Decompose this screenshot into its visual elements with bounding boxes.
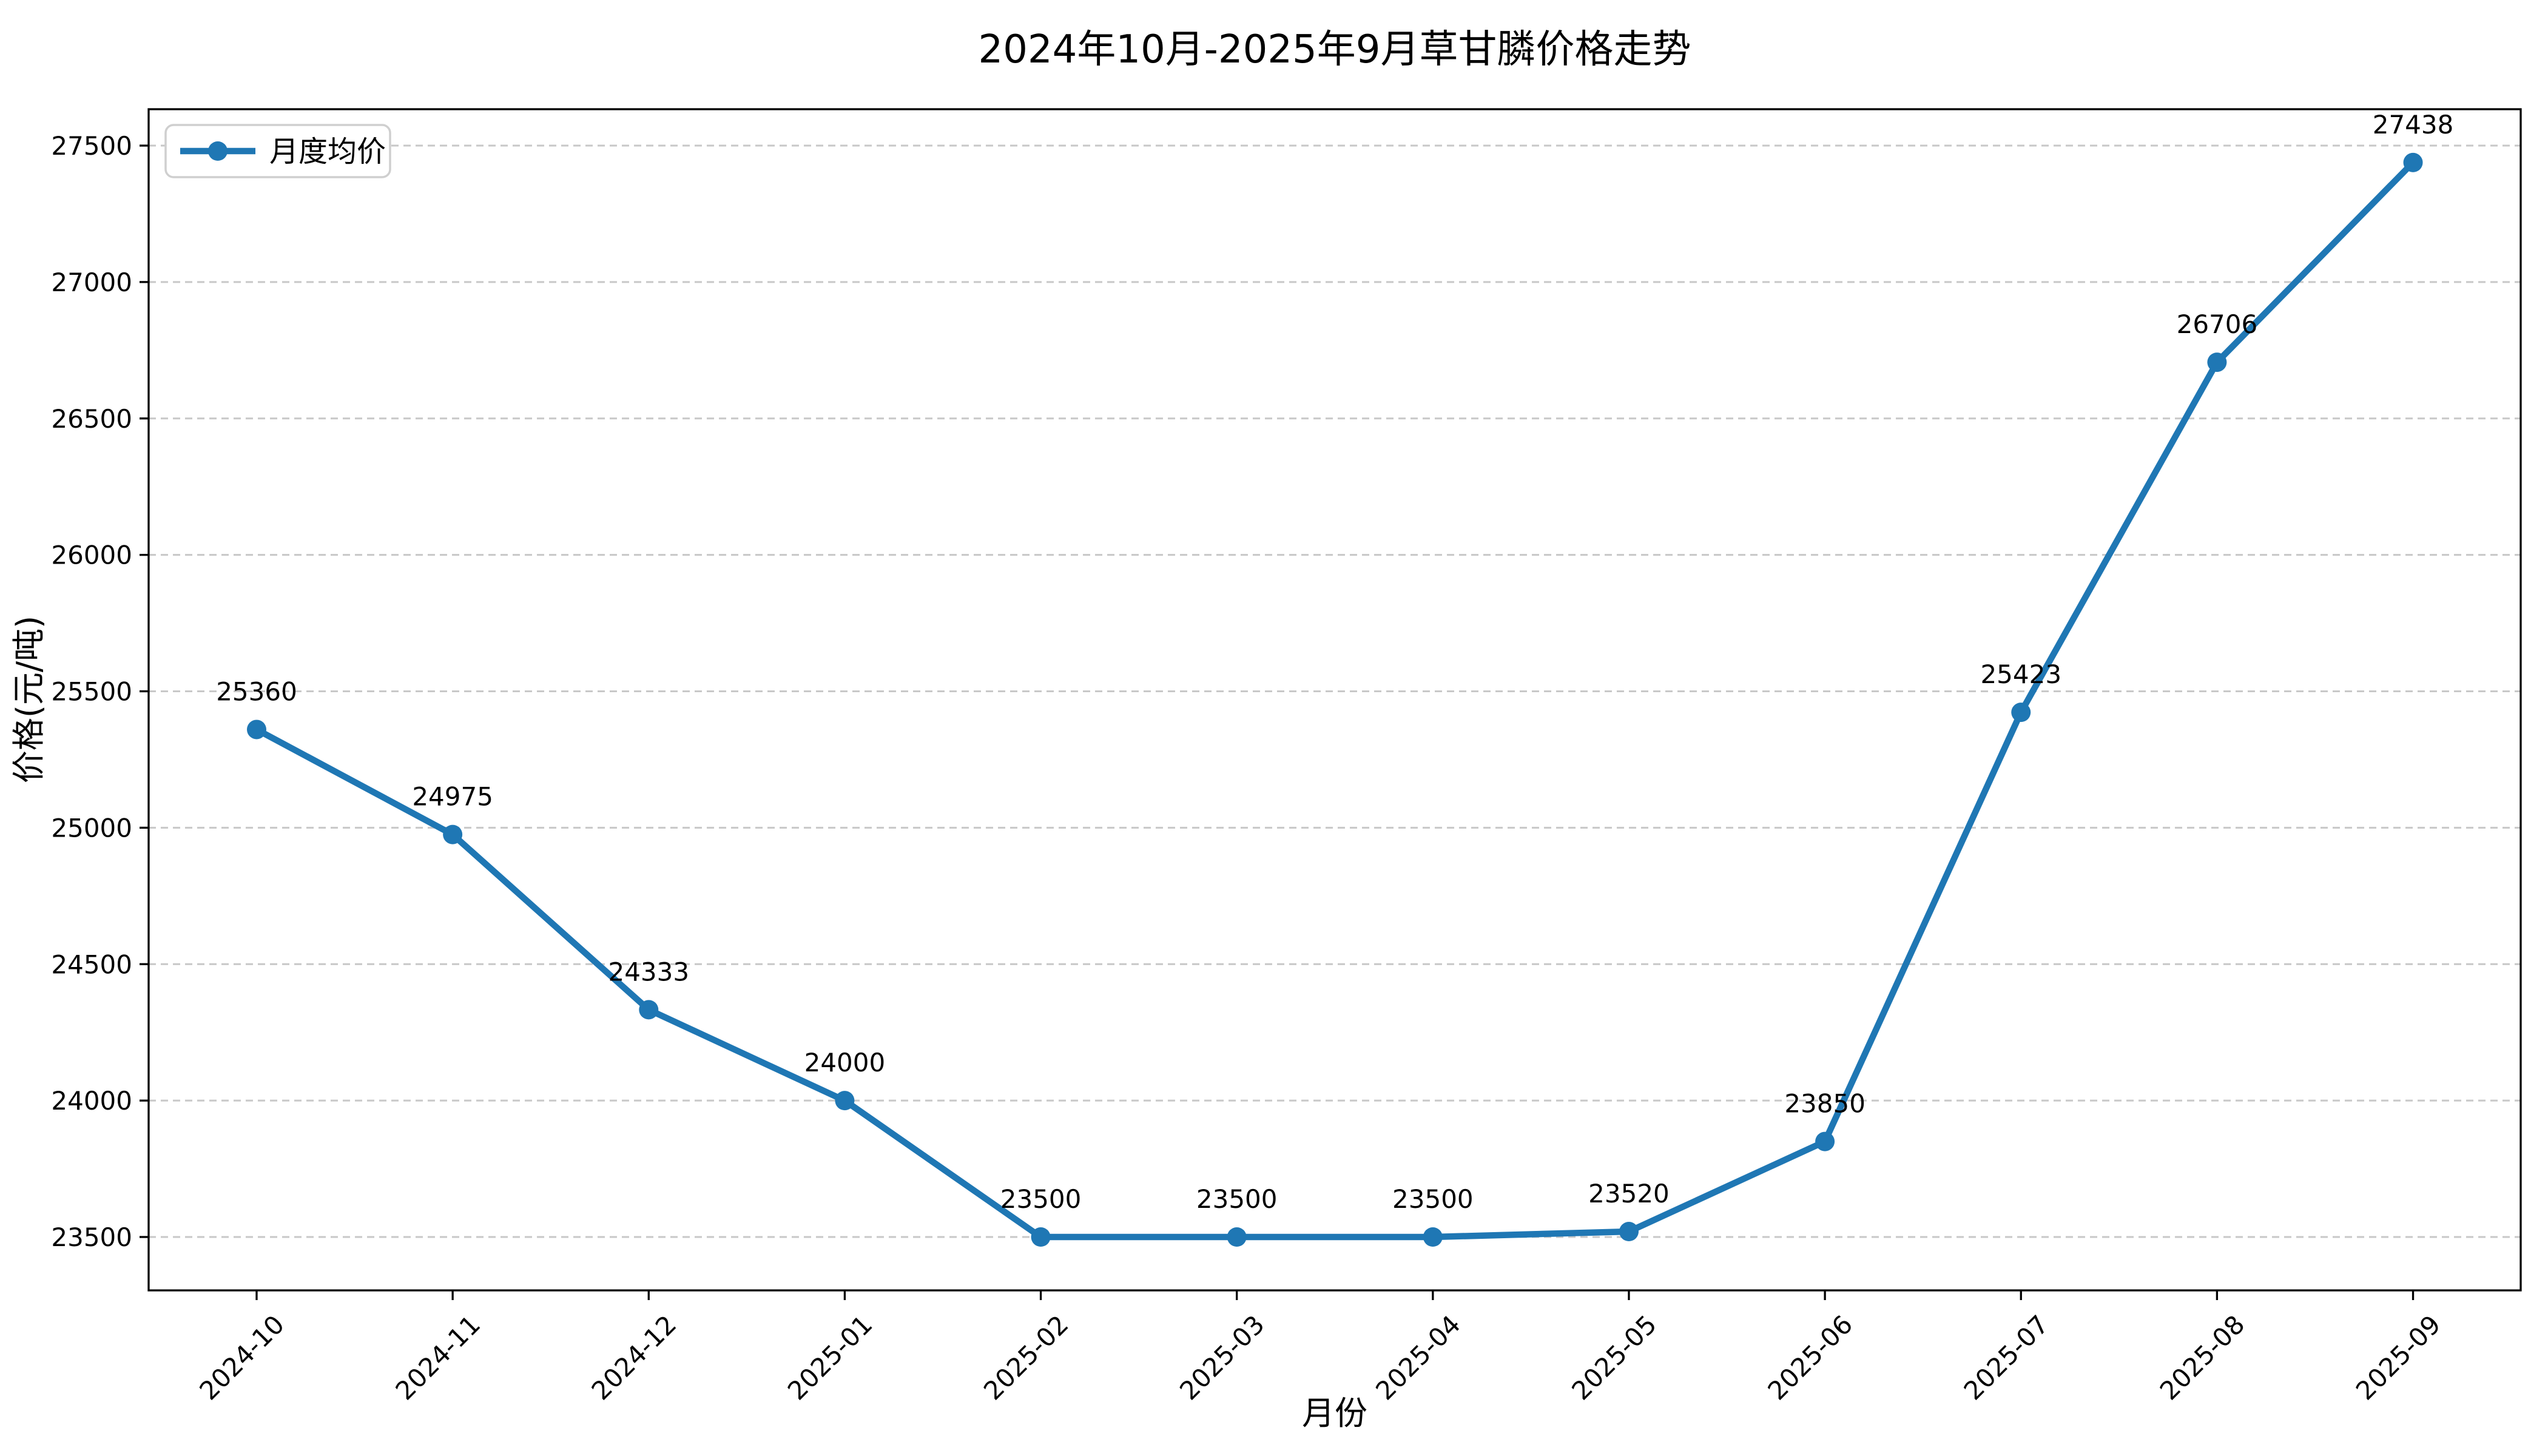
tick-layer: 23500 24000 24500 25000 25500 26000 26500 27000… — [51, 131, 2446, 1406]
y-tick-label: 25000 — [51, 813, 132, 843]
legend-marker-icon — [208, 141, 228, 161]
data-point-label: 25423 — [1980, 659, 2061, 689]
y-tick-label: 25500 — [51, 677, 132, 707]
plot-border — [147, 108, 2522, 1292]
data-point-marker — [2011, 703, 2031, 723]
data-point-label: 23500 — [1000, 1184, 1082, 1214]
x-tick-label: 2025-06 — [1762, 1309, 1858, 1406]
y-tick-label: 26000 — [51, 541, 132, 570]
data-point-label: 23850 — [1784, 1089, 1866, 1119]
data-point-marker — [443, 824, 463, 844]
data-point-label: 24000 — [804, 1048, 886, 1077]
x-tick-label: 2025-05 — [1566, 1309, 1662, 1406]
y-tick-label: 23500 — [51, 1222, 132, 1252]
data-point-label: 23520 — [1588, 1179, 1670, 1208]
x-tick-label: 2025-04 — [1370, 1309, 1466, 1406]
annotation-layer: 25360 24975 24333 24000 23500 23500 23500 23520… — [216, 110, 2453, 1214]
y-tick-label: 24000 — [51, 1086, 132, 1116]
data-point-label: 23500 — [1196, 1184, 1278, 1214]
data-point-marker — [835, 1091, 855, 1111]
data-point-label: 25360 — [216, 676, 297, 706]
x-tick-label: 2025-08 — [2154, 1309, 2251, 1406]
data-point-label: 27438 — [2373, 110, 2454, 140]
data-point-marker — [1031, 1227, 1051, 1247]
series-layer — [247, 152, 2423, 1247]
x-tick-label: 2025-07 — [1958, 1309, 2055, 1406]
x-tick-label: 2024-12 — [586, 1309, 682, 1406]
x-tick-label: 2025-01 — [782, 1309, 878, 1406]
x-tick-label: 2025-03 — [1174, 1309, 1270, 1406]
x-tick-label: 2025-02 — [978, 1309, 1074, 1406]
legend: 月度均价 — [164, 124, 391, 178]
data-point-label: 23500 — [1392, 1184, 1474, 1214]
data-point-marker — [1815, 1131, 1835, 1151]
chart-title: 2024年10月-2025年9月草甘膦价格走势 — [979, 27, 1691, 72]
grid-layer — [149, 144, 2521, 1238]
data-point-marker — [2207, 352, 2227, 372]
data-point-marker — [639, 1000, 659, 1020]
y-tick-label: 24500 — [51, 949, 132, 979]
data-point-label: 24975 — [412, 782, 493, 812]
x-tick-label: 2024-10 — [194, 1309, 290, 1406]
data-point-marker — [247, 720, 266, 740]
y-axis-label: 价格(元/吨) — [10, 616, 48, 783]
x-axis-label: 月份 — [1302, 1394, 1367, 1432]
series-line — [253, 159, 2416, 1241]
data-point-marker — [1619, 1222, 1639, 1242]
y-tick-label: 27000 — [51, 268, 132, 297]
legend-label: 月度均价 — [269, 135, 386, 169]
x-tick-label: 2024-11 — [389, 1309, 486, 1406]
data-point-marker — [1227, 1227, 1247, 1247]
data-point-marker — [2403, 152, 2423, 172]
x-tick-label: 2025-09 — [2350, 1309, 2447, 1406]
data-point-label: 24333 — [608, 957, 689, 986]
legend-box — [164, 124, 391, 178]
data-point-marker — [1423, 1227, 1443, 1247]
y-tick-label: 27500 — [51, 131, 132, 161]
y-tick-label: 26500 — [51, 404, 132, 434]
data-point-label: 26706 — [2177, 309, 2258, 339]
